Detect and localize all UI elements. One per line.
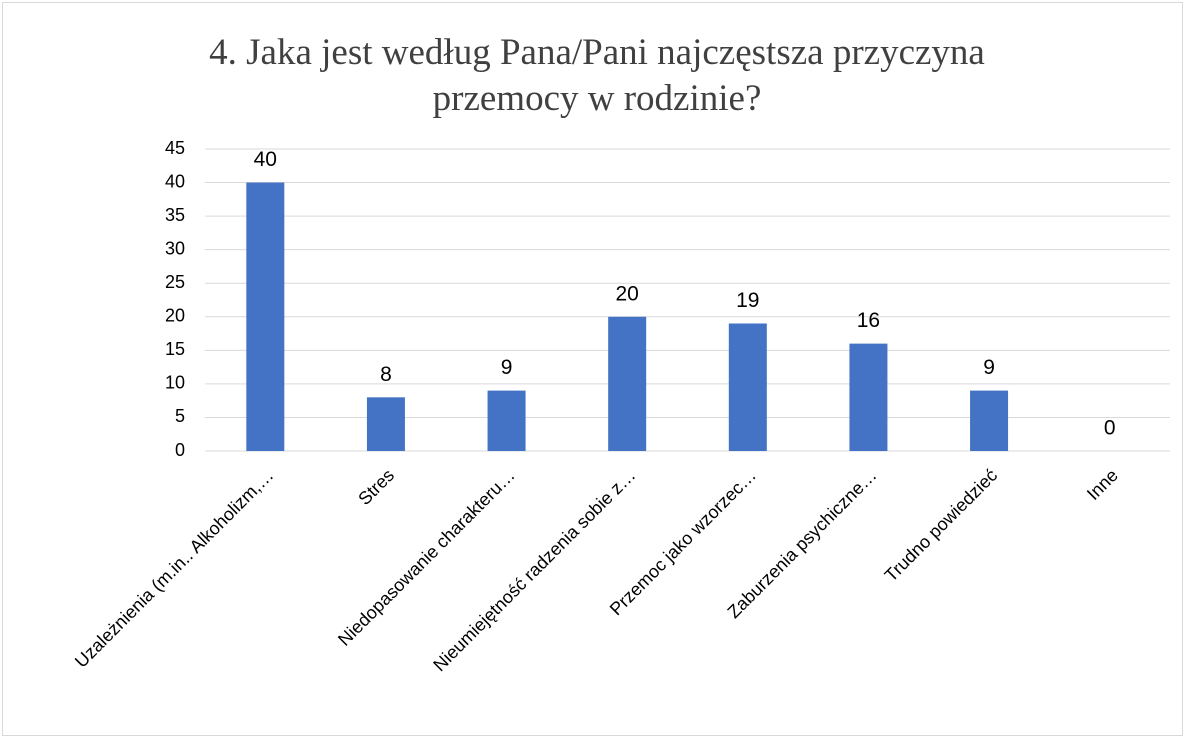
bar bbox=[487, 390, 526, 451]
data-label: 8 bbox=[380, 363, 392, 386]
bar bbox=[728, 323, 767, 451]
bar bbox=[849, 343, 888, 451]
data-label: 19 bbox=[736, 289, 759, 312]
x-tick-label: Uzależnienia (m.in.. Alkoholizm,… bbox=[71, 465, 278, 672]
data-label: 40 bbox=[254, 148, 277, 171]
y-tick-label: 25 bbox=[165, 272, 185, 292]
data-label: 16 bbox=[857, 309, 880, 332]
y-tick-label: 5 bbox=[175, 406, 185, 426]
data-label: 9 bbox=[983, 356, 995, 379]
x-tick-label: Nieumiejętność radzenia sobie z… bbox=[429, 465, 639, 675]
y-tick-label: 10 bbox=[165, 373, 185, 393]
x-tick-label: Stres bbox=[354, 465, 398, 509]
y-tick-label: 20 bbox=[165, 306, 185, 326]
chart-title: 4. Jaka jest według Pana/Pani najczęstsz… bbox=[209, 32, 985, 119]
bar bbox=[246, 182, 285, 452]
bar bbox=[366, 397, 405, 451]
bar bbox=[970, 390, 1009, 451]
data-label: 20 bbox=[616, 282, 639, 305]
data-label: 9 bbox=[501, 356, 513, 379]
y-tick-label: 35 bbox=[165, 205, 185, 225]
data-label: 0 bbox=[1104, 417, 1116, 440]
y-tick-label: 0 bbox=[175, 440, 185, 460]
y-tick-label: 30 bbox=[165, 238, 185, 258]
y-tick-label: 40 bbox=[165, 171, 185, 191]
y-tick-label: 15 bbox=[165, 339, 185, 359]
x-tick-label: Inne bbox=[1083, 465, 1122, 504]
y-tick-label: 45 bbox=[165, 138, 185, 158]
bar bbox=[608, 316, 647, 451]
x-tick-label: Trudno powiedzieć bbox=[881, 465, 1002, 586]
